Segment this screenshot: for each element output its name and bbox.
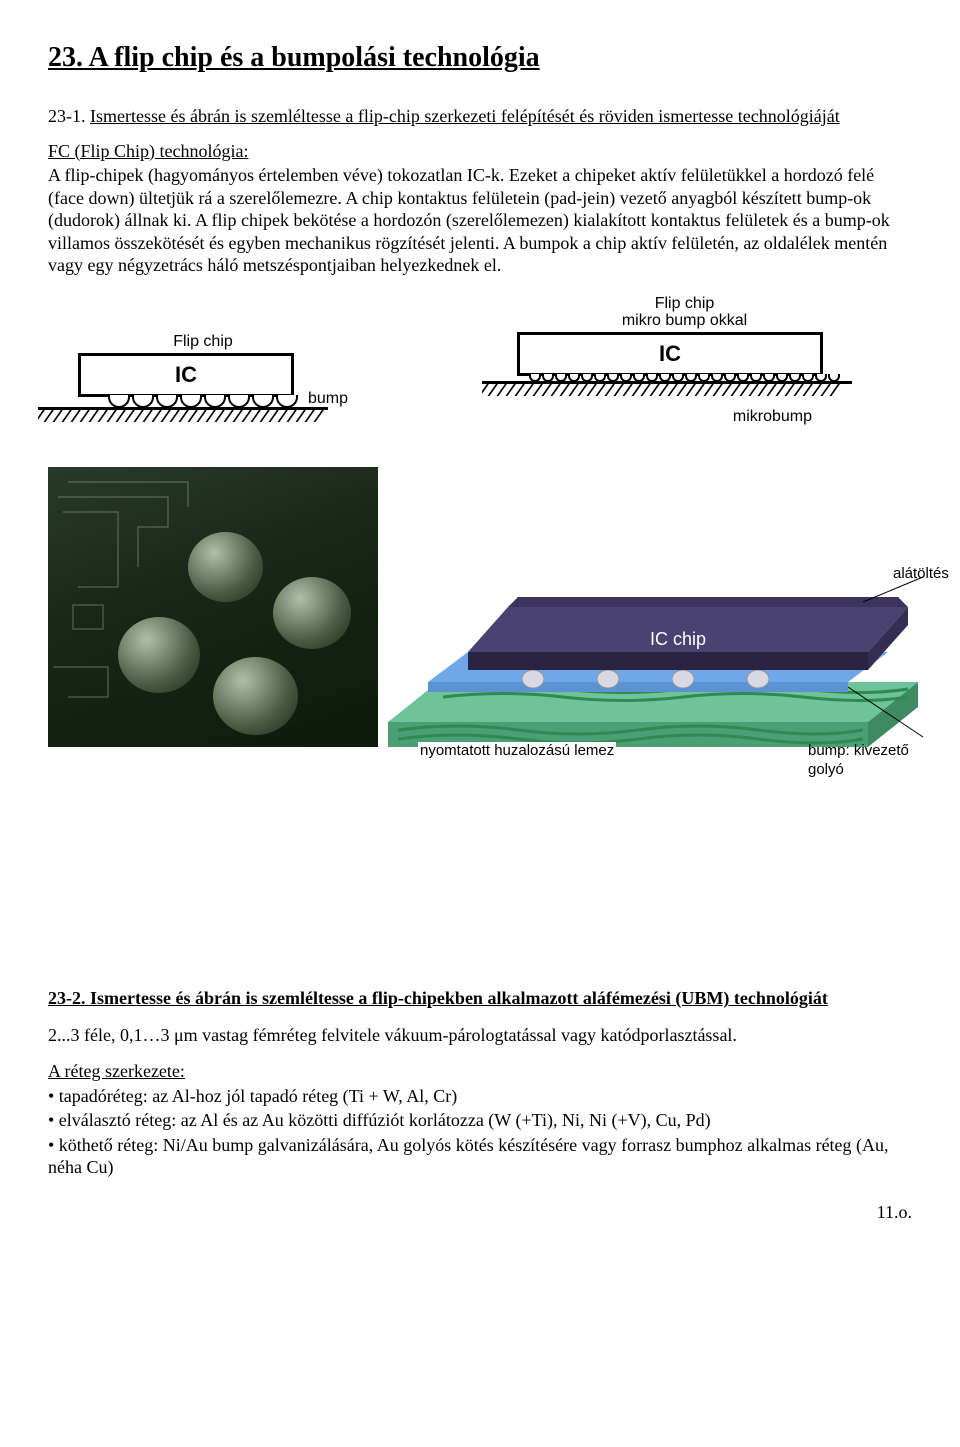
section-23-2: 23-2. Ismertesse és ábrán is szemléltess…: [48, 987, 912, 1179]
ic-rect-micro: IC: [517, 332, 823, 376]
section2-heading: 23-2. Ismertesse és ábrán is szemléltess…: [48, 987, 912, 1010]
bullet-3: • köthető réteg: Ni/Au bump galvanizálás…: [48, 1134, 912, 1179]
flipchip-schematic-figure: Flip chip IC bump Flip chip: [48, 295, 912, 428]
layer-structure-heading: A réteg szerkezete:: [48, 1060, 912, 1083]
flipchip-standard: Flip chip IC bump: [78, 333, 328, 427]
body-paragraph: A flip-chipek (hagyományos értelemben vé…: [48, 164, 912, 277]
page-title: 23. A flip chip és a bumpolási technológ…: [48, 40, 912, 75]
label-flip-chip-micro: Flip chip mikro bump okkal: [517, 295, 852, 330]
label-pcb: nyomtatott huzalozású lemez: [418, 742, 616, 761]
svg-text:IC chip: IC chip: [650, 629, 706, 649]
label-microbump: mikrobump: [517, 407, 852, 427]
lead-paragraph: 23-1. Ismertesse és ábrán is szemléltess…: [48, 105, 912, 128]
label-flip-chip: Flip chip: [78, 333, 328, 351]
lead-text: Ismertesse és ábrán is szemléltesse a fl…: [90, 106, 840, 126]
bullet-1: • tapadóréteg: az Al-hoz jól tapadó réte…: [48, 1085, 912, 1108]
label-bump-golyo: bump: kivezető golyó: [808, 742, 912, 780]
section2-line1: 2...3 féle, 0,1…3 μm vastag fémréteg fel…: [48, 1024, 912, 1047]
bullet-2: • elválasztó réteg: az Al és az Au közöt…: [48, 1109, 912, 1132]
flipchip-microbump: Flip chip mikro bump okkal IC: [517, 295, 852, 428]
label-bump: bump: [308, 389, 348, 409]
page-number: 11.o.: [48, 1201, 912, 1224]
lead-number: 23-1.: [48, 106, 86, 126]
flipchip-3d-figure: IC chip alátöltés nyomtatott huzalozású …: [48, 467, 912, 807]
label-alatoltes: alátöltés: [893, 565, 949, 584]
ic-rect: IC: [78, 353, 294, 397]
fc-heading: FC (Flip Chip) technológia:: [48, 140, 912, 163]
